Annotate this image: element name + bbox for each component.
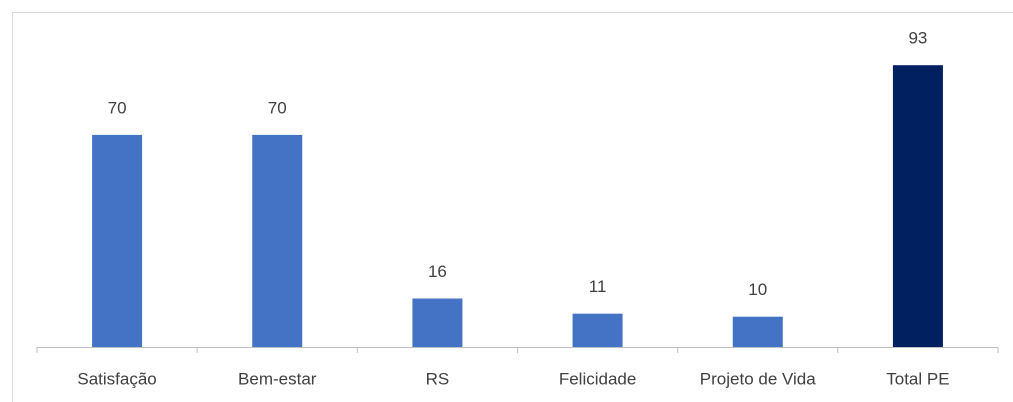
data-label: 93	[908, 29, 927, 48]
bar	[252, 134, 303, 347]
bar	[412, 298, 463, 347]
data-label: 11	[589, 277, 607, 296]
x-tick-label: Projeto de Vida	[700, 369, 816, 388]
x-tick-label: Felicidade	[559, 369, 637, 388]
chart-border	[12, 12, 1013, 402]
data-label: 70	[108, 98, 127, 117]
data-label: 16	[428, 262, 447, 281]
data-label: 70	[268, 98, 287, 117]
x-tick-label: Satisfação	[77, 369, 156, 388]
bar	[732, 316, 783, 347]
x-tick-label: RS	[426, 369, 450, 388]
x-tick-label: Bem-estar	[238, 369, 317, 388]
bar	[572, 313, 623, 347]
data-label: 10	[748, 280, 767, 299]
x-tick-label: Total PE	[886, 369, 949, 388]
bar	[892, 65, 943, 348]
bar	[92, 134, 143, 347]
